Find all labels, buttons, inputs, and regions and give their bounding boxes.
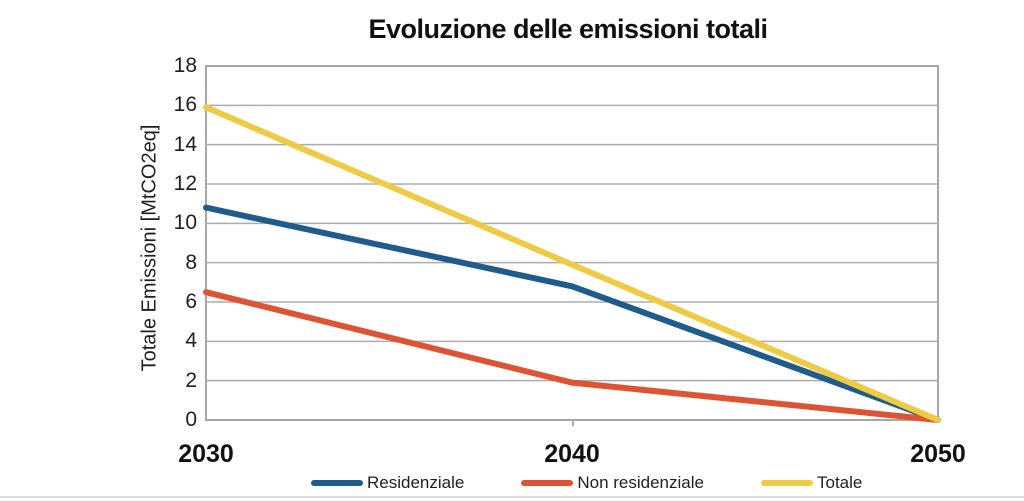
y-tick-label: 12	[173, 172, 197, 195]
series-line-residenziale	[203, 204, 941, 423]
y-tick-label: 18	[173, 54, 197, 77]
y-tick-label: 8	[185, 250, 197, 274]
y-tick-label: 10	[173, 211, 197, 235]
legend-label-totale: Totale	[816, 473, 863, 492]
chart-title: Evoluzione delle emissioni totali	[368, 14, 768, 44]
axis-border	[205, 65, 939, 421]
series-line-non-residenziale	[203, 289, 941, 423]
legend-item-non-residenziale: Non residenziale	[521, 473, 704, 493]
x-tick-label: 2050	[910, 440, 966, 468]
legend-label-non-residenziale: Non residenziale	[577, 473, 704, 492]
x-tick-label: 2030	[178, 440, 234, 468]
legend-swatch-totale	[760, 480, 813, 486]
legend-label-residenziale: Residenziale	[367, 473, 465, 492]
y-tick-label: 2	[185, 368, 197, 392]
legend-swatch-non-residenziale	[521, 480, 574, 486]
series-line-totale	[203, 104, 941, 423]
legend-item-residenziale: Residenziale	[311, 473, 464, 493]
y-tick-label: 6	[185, 290, 197, 313]
y-tick-label: 14	[173, 132, 197, 156]
y-tick-label: 4	[185, 329, 197, 353]
y-tick-label: 16	[173, 93, 197, 117]
y-tick-label: 0	[185, 408, 197, 431]
cropped-content-edge	[0, 496, 1024, 498]
legend: Residenziale Non residenziale Totale	[311, 471, 862, 495]
legend-item-totale: Totale	[760, 473, 863, 493]
legend-swatch-residenziale	[311, 480, 363, 486]
x-tick-label: 2040	[544, 440, 600, 468]
